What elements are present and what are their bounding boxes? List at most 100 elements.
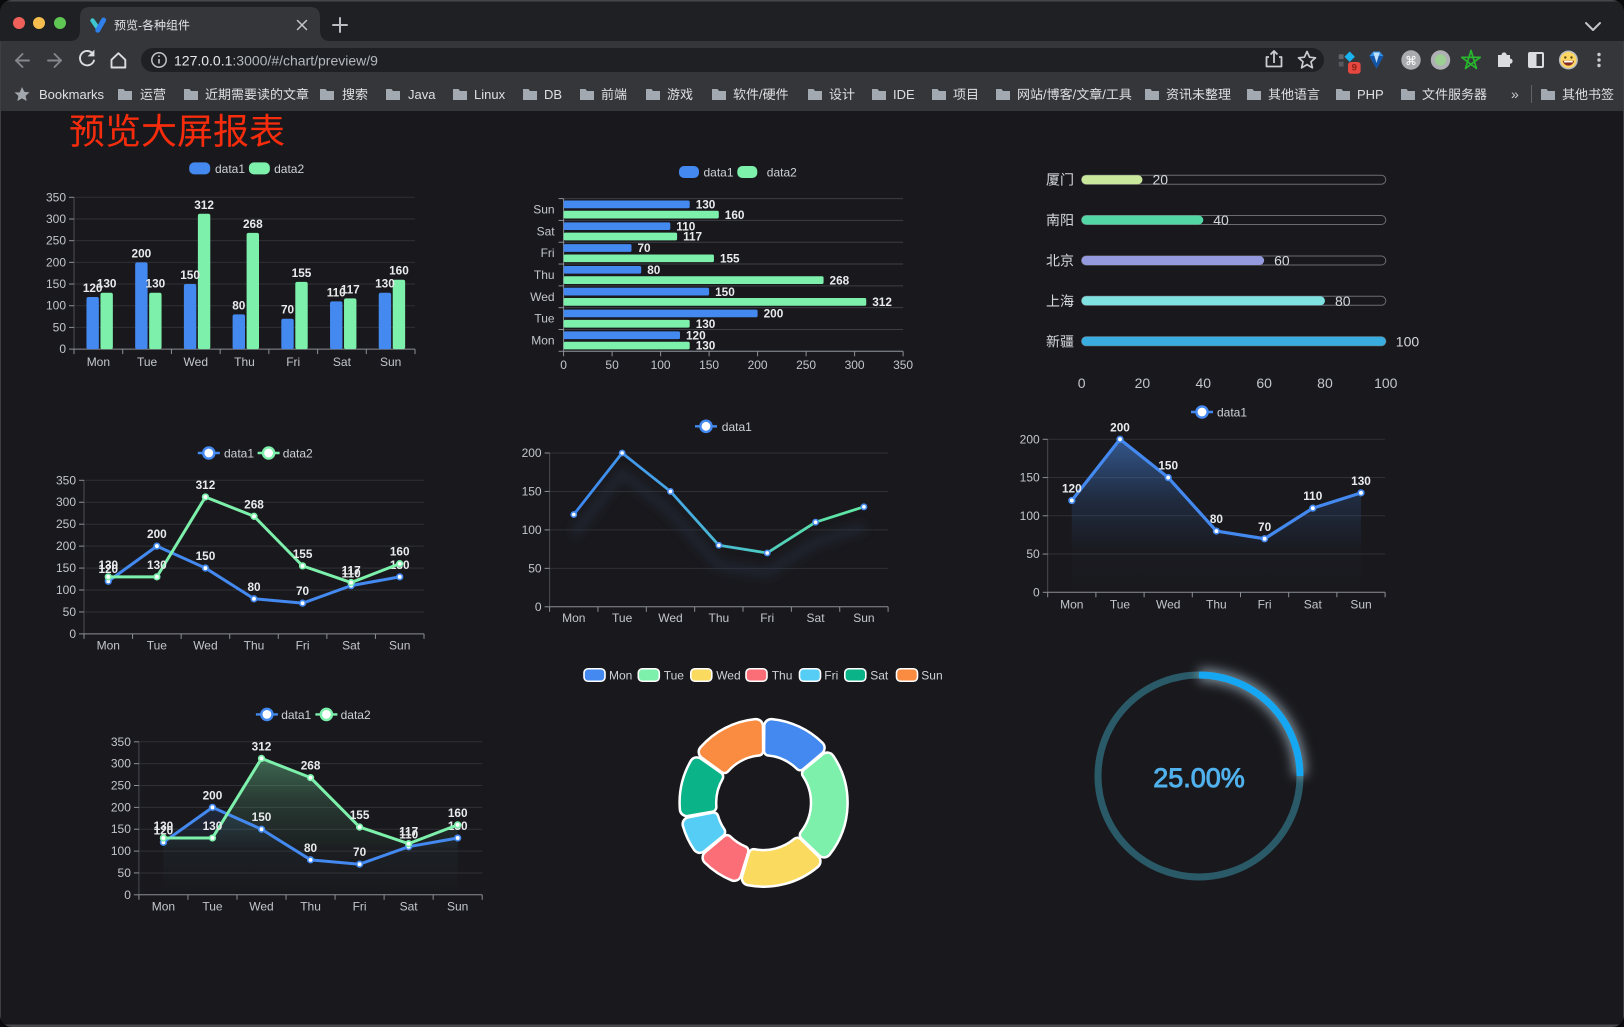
svg-text:设计: 设计 <box>829 87 855 102</box>
svg-text:350: 350 <box>46 190 66 204</box>
svg-text:南阳: 南阳 <box>1046 212 1074 228</box>
svg-text:资讯未整理: 资讯未整理 <box>1166 87 1231 102</box>
svg-text:70: 70 <box>353 845 367 859</box>
svg-text:文件服务器: 文件服务器 <box>1422 87 1487 102</box>
svg-text:130: 130 <box>203 819 223 833</box>
svg-text:150: 150 <box>252 810 272 824</box>
svg-text:300: 300 <box>845 358 865 372</box>
svg-text:150: 150 <box>699 358 719 372</box>
svg-text:130: 130 <box>146 277 166 291</box>
svg-text:350: 350 <box>56 473 76 487</box>
svg-text:0: 0 <box>535 600 542 614</box>
svg-text:127.0.0.1:3000/#/chart/preview: 127.0.0.1:3000/#/chart/preview/9 <box>174 53 378 69</box>
svg-text:data1: data1 <box>281 708 311 722</box>
svg-text:data1: data1 <box>224 447 254 461</box>
svg-text:data2: data2 <box>283 447 313 461</box>
svg-text:150: 150 <box>196 549 216 563</box>
svg-text:Sat: Sat <box>342 639 361 653</box>
svg-text:Tue: Tue <box>612 611 633 625</box>
svg-text:120: 120 <box>154 823 174 837</box>
svg-text:200: 200 <box>1110 420 1130 434</box>
svg-text:130: 130 <box>147 558 167 572</box>
svg-text:20: 20 <box>1152 172 1168 188</box>
svg-text:350: 350 <box>111 735 131 749</box>
svg-text:Mon: Mon <box>562 611 585 625</box>
svg-text:Sat: Sat <box>333 355 352 369</box>
svg-text:⌘: ⌘ <box>1405 54 1417 68</box>
svg-text:0: 0 <box>69 627 76 641</box>
svg-text:130: 130 <box>1351 474 1371 488</box>
svg-text:200: 200 <box>132 246 152 260</box>
svg-text:50: 50 <box>528 561 542 575</box>
svg-text:Wed: Wed <box>249 900 273 914</box>
svg-text:Fri: Fri <box>760 611 774 625</box>
svg-text:110: 110 <box>1303 489 1322 503</box>
svg-text:268: 268 <box>244 497 264 511</box>
svg-text:Thu: Thu <box>300 900 321 914</box>
svg-text:100: 100 <box>1374 375 1398 391</box>
svg-text:IDE: IDE <box>893 87 915 102</box>
svg-text:20: 20 <box>1135 375 1151 391</box>
svg-text:游戏: 游戏 <box>667 87 693 102</box>
svg-text:Sun: Sun <box>389 639 410 653</box>
svg-text:0: 0 <box>124 888 131 902</box>
svg-text:268: 268 <box>301 759 321 773</box>
svg-text:25.00%: 25.00% <box>1153 763 1245 793</box>
svg-text:50: 50 <box>605 358 619 372</box>
svg-text:130: 130 <box>696 317 716 331</box>
svg-text:250: 250 <box>46 234 66 248</box>
svg-text:312: 312 <box>196 478 216 492</box>
svg-text:Wed: Wed <box>658 611 682 625</box>
svg-text:搜索: 搜索 <box>342 87 368 102</box>
svg-text:DB: DB <box>544 87 562 102</box>
svg-text:50: 50 <box>1026 547 1040 561</box>
svg-text:150: 150 <box>1158 459 1178 473</box>
svg-text:150: 150 <box>56 561 76 575</box>
svg-text:其他书签: 其他书签 <box>1562 87 1614 102</box>
svg-text:Sun: Sun <box>380 355 401 369</box>
svg-text:Sat: Sat <box>807 611 826 625</box>
svg-text:120: 120 <box>83 281 103 295</box>
svg-text:150: 150 <box>111 822 131 836</box>
svg-text:150: 150 <box>715 285 735 299</box>
svg-text:Sun: Sun <box>447 900 468 914</box>
svg-text:160: 160 <box>389 264 409 278</box>
svg-text:100: 100 <box>1020 509 1040 523</box>
svg-text:40: 40 <box>1213 212 1229 228</box>
svg-text:70: 70 <box>296 584 310 598</box>
svg-text:150: 150 <box>180 268 200 282</box>
svg-text:Wed: Wed <box>184 355 208 369</box>
svg-text:312: 312 <box>252 739 272 753</box>
svg-text:Fri: Fri <box>1258 598 1272 612</box>
svg-text:70: 70 <box>1258 520 1272 534</box>
svg-text:155: 155 <box>292 266 312 280</box>
svg-text:Tue: Tue <box>202 900 223 914</box>
svg-text:100: 100 <box>522 523 542 537</box>
svg-text:Fri: Fri <box>286 355 300 369</box>
svg-text:Wed: Wed <box>193 639 217 653</box>
svg-text:»: » <box>1511 86 1519 102</box>
svg-text:Thu: Thu <box>244 639 265 653</box>
svg-text:300: 300 <box>46 212 66 226</box>
svg-text:其他语言: 其他语言 <box>1268 87 1320 102</box>
svg-text:Thu: Thu <box>1206 598 1227 612</box>
svg-text:0: 0 <box>1033 585 1040 599</box>
svg-text:110: 110 <box>327 285 346 299</box>
svg-text:130: 130 <box>98 558 118 572</box>
svg-text:data1: data1 <box>722 420 752 434</box>
svg-text:data2: data2 <box>767 166 797 180</box>
svg-text:Mon: Mon <box>97 639 120 653</box>
svg-text:80: 80 <box>232 298 246 312</box>
svg-text:130: 130 <box>375 277 395 291</box>
svg-text:Sun: Sun <box>1350 598 1371 612</box>
svg-text:Tue: Tue <box>137 355 158 369</box>
svg-text:350: 350 <box>893 358 913 372</box>
svg-text:40: 40 <box>1195 375 1211 391</box>
svg-text:Sun: Sun <box>853 611 874 625</box>
svg-text:300: 300 <box>111 757 131 771</box>
svg-text:110: 110 <box>676 219 695 233</box>
svg-text:130: 130 <box>97 277 117 291</box>
svg-text:120: 120 <box>98 562 118 576</box>
svg-text:200: 200 <box>748 358 768 372</box>
svg-text:80: 80 <box>1317 375 1333 391</box>
